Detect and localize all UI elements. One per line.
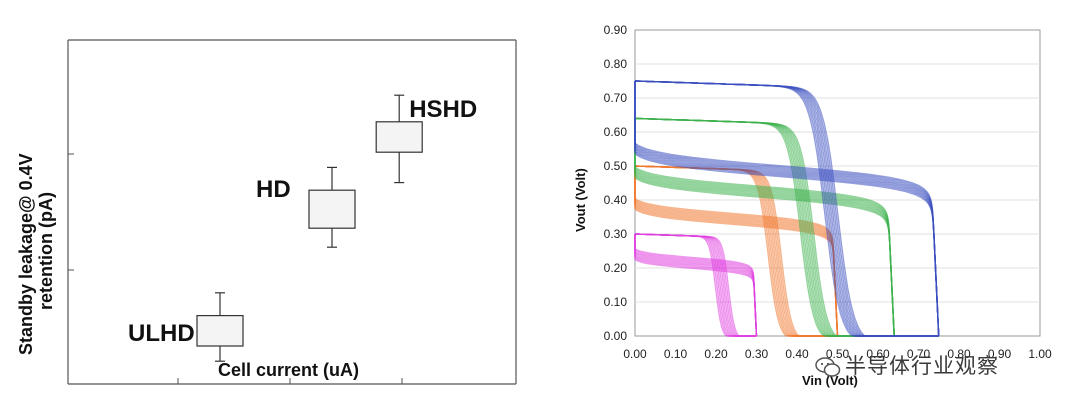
- y-tick-label: 0.30: [604, 227, 628, 241]
- x-tick-labels: 0.00 0.10 0.20 0.30 0.40 0.50 0.60 0.70 0.80 0.90…: [623, 347, 1052, 361]
- x-tick-label: 0.90: [988, 347, 1012, 361]
- box-hshd: [375, 121, 423, 153]
- vtc-series: [634, 80, 940, 337]
- right-x-title: Vin (Volt): [802, 373, 858, 388]
- box-group: ULHD HD HSHD: [128, 94, 477, 362]
- y-tick-label: 0.80: [604, 57, 628, 71]
- vtc-curve-mirror: [634, 81, 940, 337]
- left-x-title: Cell current (uA): [218, 360, 359, 380]
- vtc-curve: [634, 80, 939, 337]
- left-chart-panel: ULHD HD HSHD Standby leakage@ 0.4V retenti…: [0, 0, 540, 413]
- left-y-title-line2: retention (pA): [36, 192, 56, 310]
- y-tick-label: 0.40: [604, 193, 628, 207]
- x-tick-label: 0.00: [623, 347, 647, 361]
- watermark: 半导体行业观察: [815, 350, 999, 380]
- watermark-text: 半导体行业观察: [845, 354, 999, 378]
- x-tick-label: 0.10: [664, 347, 688, 361]
- x-tick-label: 0.60: [866, 347, 890, 361]
- y-tick-label: 0.70: [604, 91, 628, 105]
- x-tick-label: 0.20: [704, 347, 728, 361]
- box-label-ulhd: ULHD: [128, 320, 195, 347]
- x-tick-label: 1.00: [1028, 347, 1052, 361]
- y-tick-label: 0.50: [604, 159, 628, 173]
- box-label-hshd: HSHD: [409, 96, 477, 123]
- x-tick-label: 0.70: [907, 347, 931, 361]
- y-tick-label: 0.60: [604, 125, 628, 139]
- y-tick-label: 0.20: [604, 261, 628, 275]
- left-axes: [67, 39, 517, 385]
- x-tick-label: 0.80: [947, 347, 971, 361]
- vtc-curve-mirror: [634, 234, 758, 337]
- y-tick-label: 0.90: [604, 23, 628, 37]
- wechat-icon: [815, 357, 841, 377]
- vtc-series: [634, 233, 758, 337]
- y-tick-labels: 0.00 0.10 0.20 0.30 0.40 0.50 0.60 0.70 0.80 0.90: [604, 23, 628, 343]
- x-tick-label: 0.50: [826, 347, 850, 361]
- y-tick-label: 0.10: [604, 295, 628, 309]
- vtc-line-chart: 0.00 0.10 0.20 0.30 0.40 0.50 0.60 0.70 0.80 0.90…: [573, 23, 1052, 388]
- x-tick-label: 0.40: [785, 347, 809, 361]
- curve-group: [634, 80, 940, 337]
- box-ulhd: [196, 315, 244, 347]
- box-hd: [308, 189, 356, 229]
- vtc-curve: [635, 233, 757, 337]
- y-tick-label: 0.00: [604, 329, 628, 343]
- right-y-title: Vout (Volt): [573, 168, 588, 232]
- leakage-box-chart: ULHD HD HSHD Standby leakage@ 0.4V retenti…: [16, 39, 517, 385]
- vtc-curve-mirror: [634, 118, 895, 337]
- right-chart-panel: 0.00 0.10 0.20 0.30 0.40 0.50 0.60 0.70 0.80 0.90…: [540, 0, 1080, 413]
- box-label-hd: HD: [256, 176, 291, 203]
- left-y-title-line1: Standby leakage@ 0.4V: [16, 153, 36, 355]
- vtc-curve-mirror: [634, 166, 839, 337]
- x-tick-label: 0.30: [745, 347, 769, 361]
